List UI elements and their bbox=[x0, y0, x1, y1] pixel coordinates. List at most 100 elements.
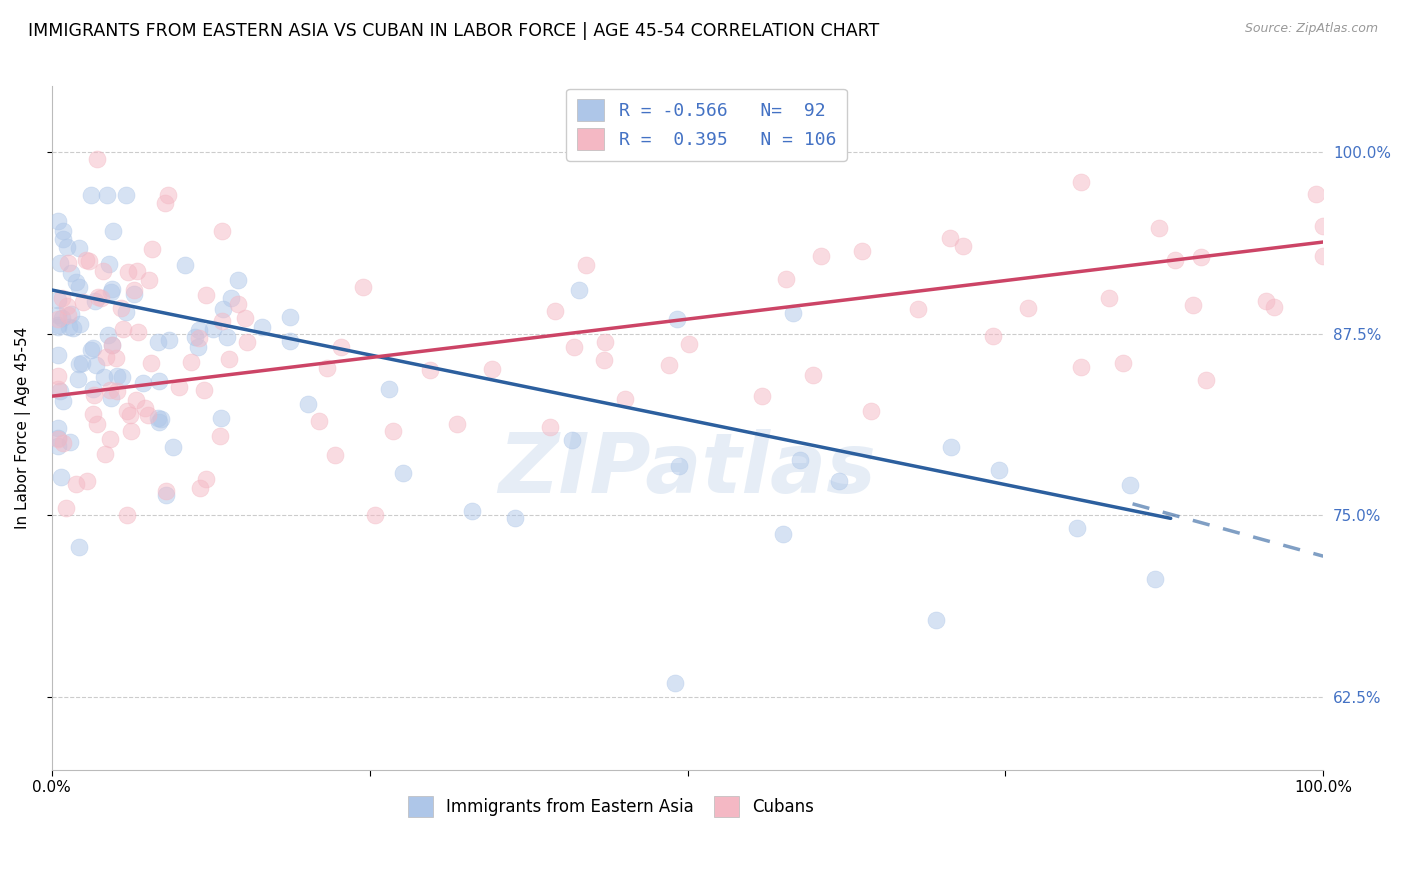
Point bbox=[810, 249, 832, 263]
Point bbox=[67, 241, 90, 255]
Point bbox=[613, 392, 636, 407]
Point bbox=[1147, 221, 1170, 235]
Point bbox=[117, 265, 139, 279]
Point bbox=[122, 287, 145, 301]
Point bbox=[446, 417, 468, 431]
Point bbox=[194, 288, 217, 302]
Point bbox=[278, 310, 301, 325]
Point bbox=[218, 351, 240, 366]
Point bbox=[907, 301, 929, 316]
Text: Source: ZipAtlas.com: Source: ZipAtlas.com bbox=[1244, 22, 1378, 36]
Point bbox=[568, 283, 591, 297]
Point bbox=[114, 188, 136, 202]
Point bbox=[55, 501, 77, 516]
Point bbox=[772, 526, 794, 541]
Point bbox=[46, 382, 69, 396]
Point bbox=[100, 337, 122, 351]
Point bbox=[201, 321, 224, 335]
Point bbox=[72, 295, 94, 310]
Point bbox=[1312, 249, 1334, 263]
Point bbox=[1312, 219, 1334, 233]
Point bbox=[141, 242, 163, 256]
Point bbox=[83, 388, 105, 402]
Point bbox=[52, 232, 75, 246]
Point bbox=[51, 470, 73, 484]
Point bbox=[122, 283, 145, 297]
Point bbox=[187, 323, 209, 337]
Point bbox=[184, 330, 207, 344]
Point bbox=[827, 474, 849, 488]
Point bbox=[98, 257, 121, 271]
Point bbox=[153, 195, 176, 210]
Point bbox=[193, 384, 215, 398]
Point bbox=[1070, 359, 1092, 374]
Point bbox=[58, 320, 80, 334]
Point bbox=[132, 376, 155, 391]
Point bbox=[82, 407, 104, 421]
Point bbox=[46, 318, 69, 332]
Point bbox=[46, 348, 69, 362]
Point bbox=[46, 420, 69, 434]
Point bbox=[1119, 477, 1142, 491]
Point bbox=[69, 317, 91, 331]
Point bbox=[146, 410, 169, 425]
Point bbox=[226, 297, 249, 311]
Point bbox=[56, 240, 79, 254]
Point bbox=[115, 403, 138, 417]
Point bbox=[65, 275, 87, 289]
Point bbox=[503, 511, 526, 525]
Point bbox=[538, 420, 561, 434]
Point bbox=[100, 285, 122, 300]
Point bbox=[46, 308, 69, 322]
Point bbox=[139, 356, 162, 370]
Point bbox=[111, 322, 134, 336]
Point bbox=[77, 254, 100, 268]
Point bbox=[561, 433, 583, 447]
Point bbox=[1017, 301, 1039, 316]
Point bbox=[1195, 373, 1218, 387]
Point bbox=[664, 675, 686, 690]
Point bbox=[658, 359, 681, 373]
Point bbox=[155, 483, 177, 498]
Point bbox=[100, 391, 122, 405]
Point bbox=[93, 369, 115, 384]
Point bbox=[236, 335, 259, 350]
Point bbox=[65, 476, 87, 491]
Point bbox=[105, 369, 128, 384]
Point bbox=[666, 311, 689, 326]
Point bbox=[352, 279, 374, 293]
Point bbox=[211, 224, 233, 238]
Point bbox=[1305, 187, 1327, 202]
Point bbox=[105, 384, 128, 399]
Point bbox=[56, 308, 79, 322]
Point bbox=[592, 353, 614, 368]
Point bbox=[46, 320, 69, 334]
Point bbox=[69, 357, 91, 371]
Point bbox=[987, 463, 1010, 477]
Point bbox=[138, 408, 160, 422]
Point bbox=[96, 188, 118, 202]
Point bbox=[364, 508, 387, 523]
Point bbox=[96, 350, 118, 364]
Point bbox=[250, 319, 273, 334]
Point bbox=[66, 371, 89, 385]
Point bbox=[851, 244, 873, 259]
Point bbox=[87, 289, 110, 303]
Point bbox=[46, 293, 69, 307]
Point bbox=[194, 472, 217, 486]
Point bbox=[51, 291, 73, 305]
Point bbox=[120, 424, 142, 438]
Point bbox=[75, 252, 97, 267]
Point bbox=[82, 341, 104, 355]
Point bbox=[76, 474, 98, 488]
Point bbox=[859, 404, 882, 418]
Point bbox=[101, 281, 124, 295]
Point bbox=[46, 431, 69, 445]
Point bbox=[775, 271, 797, 285]
Point bbox=[233, 311, 256, 326]
Point bbox=[323, 448, 346, 462]
Point bbox=[90, 292, 112, 306]
Point bbox=[801, 368, 824, 382]
Point bbox=[209, 428, 232, 442]
Point bbox=[952, 238, 974, 252]
